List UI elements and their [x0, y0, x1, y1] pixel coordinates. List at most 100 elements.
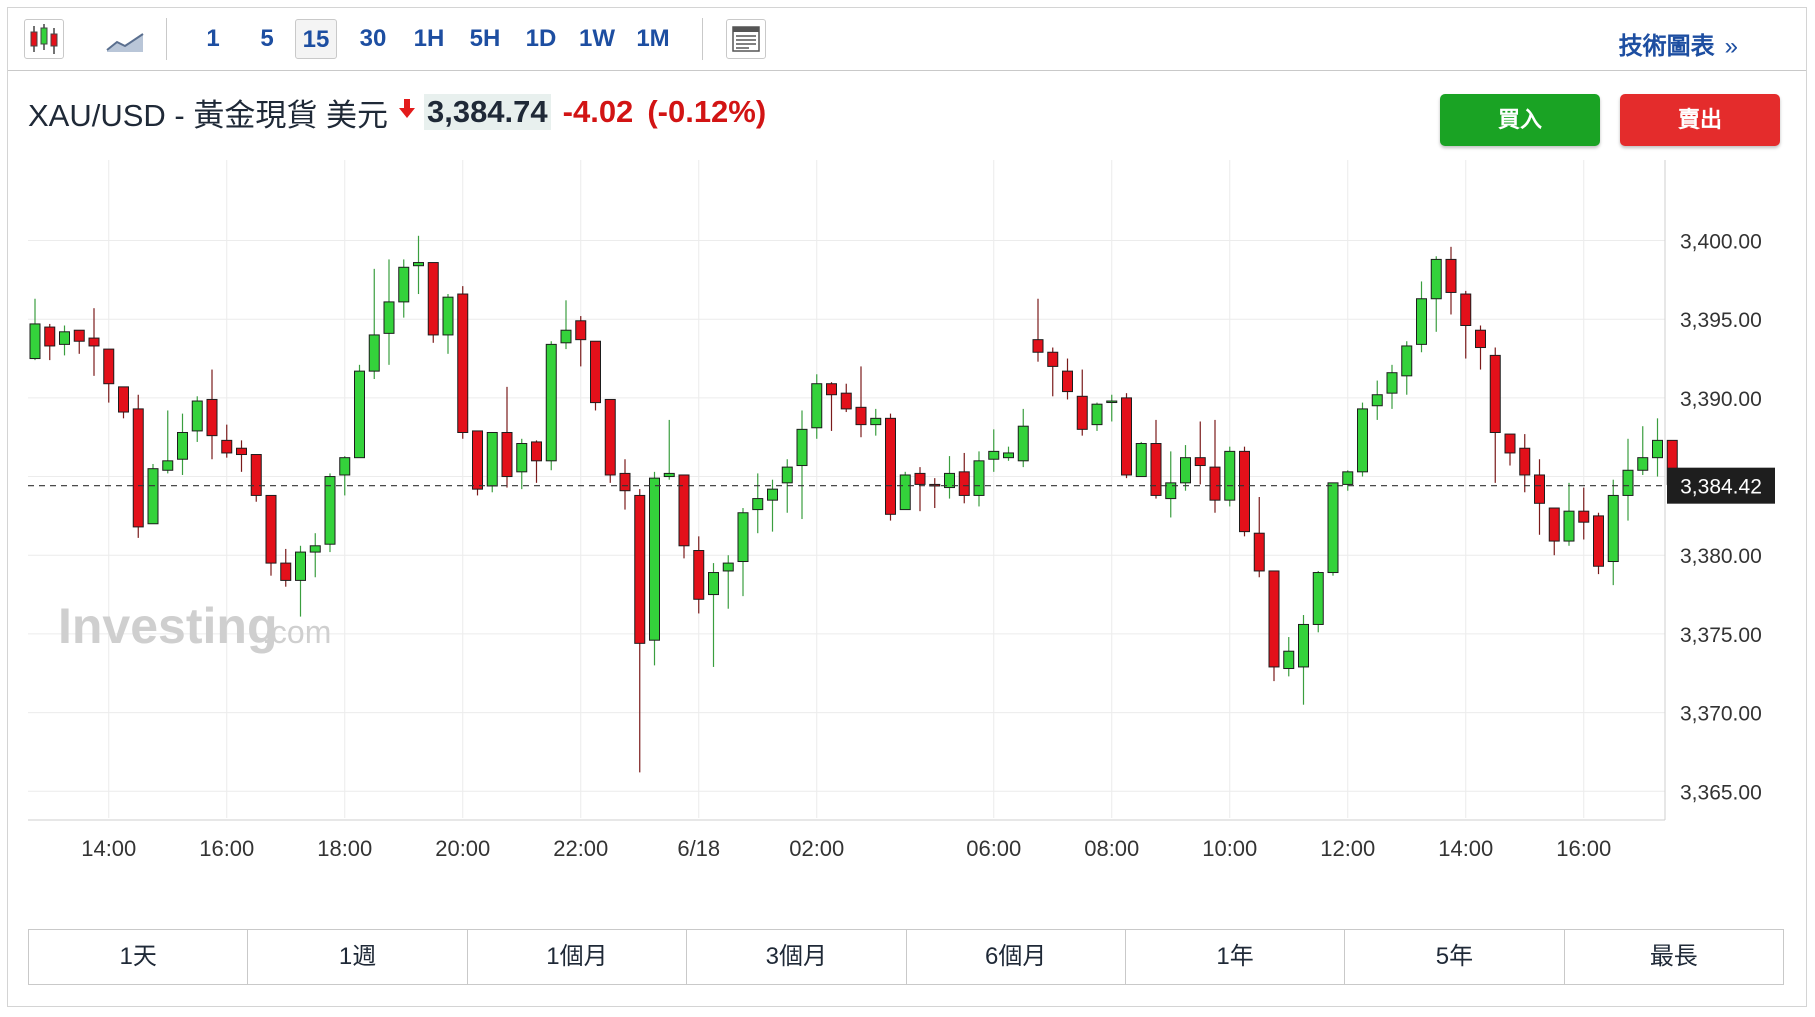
- technical-chart-link-label: 技術圖表: [1618, 33, 1715, 60]
- range-6-months[interactable]: 6個月: [905, 930, 1125, 984]
- period-5h[interactable]: 5H: [469, 25, 501, 52]
- candle-body: [265, 494, 277, 564]
- candle-body: [368, 334, 380, 372]
- period-1d[interactable]: 1D: [525, 25, 557, 52]
- candle-body: [427, 262, 439, 336]
- candle-body: [1430, 258, 1442, 300]
- candle-up: [1416, 281, 1427, 353]
- candle-up: [177, 413, 188, 475]
- range-1-month[interactable]: 1個月: [466, 930, 686, 984]
- range-max[interactable]: 最長: [1563, 930, 1783, 984]
- candle-body: [1003, 452, 1014, 459]
- candle-body: [1253, 532, 1265, 572]
- candle-down: [855, 366, 867, 438]
- current-price-label: 3,384.42: [1680, 476, 1762, 499]
- candle-body: [663, 472, 675, 478]
- candle-down: [265, 494, 277, 576]
- down-arrow-icon: [398, 98, 416, 127]
- buy-button[interactable]: 買入: [1440, 94, 1600, 146]
- candle-body: [73, 329, 85, 342]
- candles: [29, 235, 1708, 773]
- x-tick-label: 08:00: [1084, 836, 1139, 861]
- candle-body: [1445, 258, 1457, 293]
- candle-body: [1135, 443, 1147, 478]
- price-change-percent: (-0.12%): [647, 94, 767, 129]
- layout-icon[interactable]: [726, 19, 766, 59]
- candle-body: [988, 450, 1000, 460]
- period-1[interactable]: 1: [206, 25, 220, 52]
- candle-body: [560, 329, 572, 344]
- period-15[interactable]: 15: [295, 19, 337, 59]
- candle-body: [1017, 425, 1029, 462]
- candle-up: [1312, 570, 1324, 633]
- candle-body: [1593, 515, 1604, 567]
- candle-up: [309, 533, 321, 578]
- candle-body: [103, 348, 115, 385]
- candle-up: [767, 479, 778, 532]
- candle-up: [162, 410, 174, 474]
- candle-up: [649, 471, 660, 666]
- candle-down: [472, 430, 483, 496]
- candle-body: [708, 572, 719, 596]
- technical-chart-link[interactable]: 技術圖表 »: [1619, 26, 1738, 61]
- candle-up: [486, 431, 498, 493]
- range-3-months[interactable]: 3個月: [686, 930, 905, 984]
- candle-body: [693, 550, 705, 600]
- sell-button[interactable]: 賣出: [1620, 94, 1780, 146]
- candle-body: [88, 337, 100, 347]
- range-1-day[interactable]: 1天: [119, 943, 157, 970]
- candle-down: [1519, 434, 1531, 493]
- chevron-right-icon: »: [1724, 33, 1738, 60]
- period-5[interactable]: 5: [260, 25, 274, 52]
- y-tick-label: 3,365.00: [1680, 781, 1762, 804]
- candle-down: [1475, 325, 1486, 370]
- price-change: -4.02: [562, 94, 634, 129]
- candle-body: [826, 383, 837, 396]
- candle-body: [1180, 457, 1191, 484]
- candle-down: [236, 440, 247, 472]
- range-1-year[interactable]: 1年: [1124, 930, 1344, 984]
- toolbar-divider: [166, 18, 167, 60]
- candle-up: [398, 259, 410, 318]
- candlestick-icon[interactable]: [24, 19, 64, 59]
- candle-body: [442, 296, 454, 336]
- candle-down: [1032, 298, 1044, 362]
- candle-down: [1534, 459, 1545, 535]
- period-1w[interactable]: 1W: [579, 25, 615, 52]
- range-5-years[interactable]: 5年: [1344, 930, 1563, 984]
- candle-up: [1017, 408, 1029, 468]
- candle-up: [752, 473, 764, 534]
- x-tick-label: 16:00: [199, 836, 254, 861]
- candle-body: [44, 326, 56, 347]
- candle-up: [59, 325, 70, 356]
- candle-up: [870, 408, 882, 436]
- range-1-week[interactable]: 1週: [247, 930, 466, 984]
- candle-body: [354, 370, 365, 459]
- candle-body: [1298, 623, 1309, 668]
- period-1m[interactable]: 1M: [636, 25, 670, 52]
- candle-up: [324, 473, 336, 553]
- candle-body: [339, 457, 351, 476]
- chart-toolbar: 1 5 15 30 1H 5H 1D 1W 1M 技術圖表 »: [8, 8, 1806, 71]
- period-1h[interactable]: 1H: [413, 25, 445, 52]
- candle-down: [427, 262, 439, 343]
- candle-body: [1534, 474, 1545, 504]
- candle-up: [1607, 479, 1619, 586]
- candle-down: [1578, 487, 1590, 540]
- period-30[interactable]: 30: [359, 25, 387, 52]
- y-tick-label: 3,370.00: [1680, 703, 1762, 726]
- candle-down: [590, 340, 601, 411]
- candle-up: [29, 298, 41, 361]
- candle-body: [1607, 494, 1619, 563]
- candle-down: [1460, 290, 1472, 359]
- candle-down: [501, 386, 513, 488]
- line-chart-icon[interactable]: [104, 19, 144, 59]
- price-chart[interactable]: Investing .com 3,400.00 3,395.00 3,390.00 3…: [0, 0, 1815, 900]
- candle-body: [516, 443, 528, 473]
- candle-body: [1121, 397, 1132, 476]
- x-tick-label: 02:00: [789, 836, 844, 861]
- candle-body: [752, 498, 764, 511]
- candle-up: [663, 419, 675, 480]
- candle-body: [1386, 372, 1398, 394]
- candle-down: [1062, 358, 1073, 400]
